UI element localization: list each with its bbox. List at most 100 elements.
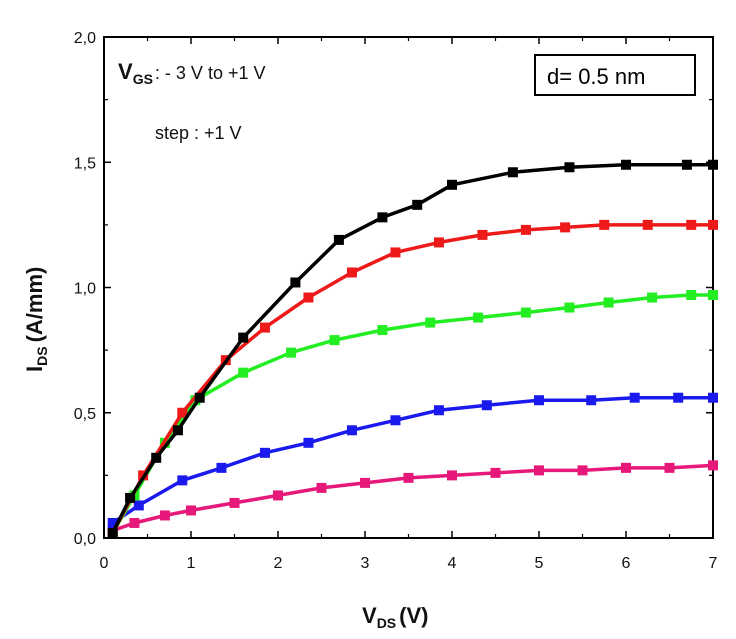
- data-point: [412, 199, 423, 210]
- data-point: [603, 297, 614, 308]
- data-point: [151, 452, 162, 463]
- data-point: [290, 277, 301, 288]
- x-tick-label: 3: [361, 555, 370, 572]
- data-point: [564, 162, 575, 173]
- data-point: [564, 302, 575, 313]
- x-tick-label: 2: [274, 555, 283, 572]
- data-point: [259, 322, 270, 333]
- data-point: [507, 167, 518, 178]
- data-point: [316, 482, 327, 493]
- x-axis-title-main: V: [362, 603, 377, 628]
- data-point: [686, 290, 697, 301]
- data-point: [186, 505, 196, 516]
- series-3: [107, 290, 718, 538]
- series-1: [107, 460, 718, 536]
- x-tick-label: 6: [622, 555, 631, 572]
- x-tick-label: 7: [709, 555, 718, 572]
- step-annotation: step : +1 V: [155, 123, 242, 143]
- data-point: [333, 234, 344, 245]
- data-point: [329, 335, 340, 346]
- vgs-annotation-main: V: [118, 59, 133, 84]
- vgs-annotation: VGS: - 3 V to +1 V: [118, 59, 265, 87]
- data-series: [107, 159, 718, 538]
- data-point: [216, 462, 227, 473]
- data-point: [238, 332, 249, 343]
- data-point: [390, 415, 401, 426]
- data-point: [303, 437, 314, 448]
- data-point: [629, 392, 640, 403]
- data-point: [686, 219, 697, 230]
- data-point: [708, 392, 718, 403]
- data-point: [177, 407, 188, 418]
- data-point: [433, 405, 444, 416]
- data-point: [560, 222, 571, 233]
- data-point: [403, 472, 414, 483]
- data-point: [481, 400, 492, 411]
- series-line: [110, 163, 715, 535]
- data-point: [377, 325, 388, 336]
- data-point: [377, 212, 388, 223]
- data-point: [490, 467, 501, 478]
- data-point: [229, 497, 240, 508]
- data-point: [534, 395, 544, 406]
- vgs-annotation-range: : - 3 V to +1 V: [155, 63, 266, 83]
- data-point: [708, 159, 718, 170]
- vgs-annotation-sub: GS: [133, 71, 153, 87]
- data-point: [259, 447, 270, 458]
- x-tick-label: 0: [100, 555, 109, 572]
- data-point: [447, 470, 457, 481]
- y-tick-label: 0,0: [74, 531, 96, 548]
- data-point: [520, 224, 531, 235]
- x-axis-title-sub: DS: [377, 615, 396, 631]
- data-point: [172, 425, 183, 436]
- series-line: [110, 463, 715, 533]
- data-point: [125, 492, 136, 503]
- data-point: [346, 267, 357, 278]
- plot-frame: [103, 36, 714, 539]
- y-axis-title: IDS (A/mm): [22, 267, 50, 372]
- series-4: [107, 219, 718, 538]
- y-axis-title-sub: DS: [34, 346, 50, 365]
- x-axis-title-unit: (V): [399, 603, 428, 628]
- series-line: [110, 395, 715, 525]
- series-line: [110, 293, 715, 535]
- data-point: [447, 179, 457, 190]
- data-point: [673, 392, 684, 403]
- data-point: [621, 462, 631, 473]
- data-point: [520, 307, 531, 318]
- y-axis-title-main: I: [22, 366, 47, 372]
- data-point: [360, 477, 370, 488]
- data-point: [477, 229, 488, 240]
- data-point: [621, 159, 631, 170]
- data-point: [577, 465, 588, 476]
- data-point: [599, 219, 610, 230]
- series-line: [110, 223, 715, 535]
- x-axis-title: VDS (V): [362, 603, 428, 631]
- data-point: [286, 347, 297, 358]
- data-point: [664, 462, 675, 473]
- data-point: [303, 292, 314, 303]
- x-tick-label: 1: [187, 555, 196, 572]
- y-tick-label: 0,5: [74, 406, 96, 423]
- y-tick-label: 2,0: [74, 30, 96, 47]
- data-point: [642, 219, 653, 230]
- series-5: [107, 159, 718, 538]
- data-point: [681, 159, 692, 170]
- data-point: [425, 317, 436, 328]
- data-point: [708, 460, 718, 471]
- data-point: [708, 219, 718, 230]
- y-tick-label: 1,0: [74, 281, 96, 298]
- data-point: [177, 475, 188, 486]
- x-tick-label: 4: [448, 555, 457, 572]
- data-point: [586, 395, 597, 406]
- data-point: [346, 425, 357, 436]
- data-point: [107, 517, 118, 528]
- data-point: [433, 237, 444, 248]
- data-point: [647, 292, 658, 303]
- x-tick-label: 5: [535, 555, 544, 572]
- data-point: [238, 367, 249, 378]
- data-point: [194, 392, 205, 403]
- d-box-label: d= 0.5 nm: [547, 64, 645, 89]
- data-point: [708, 290, 718, 301]
